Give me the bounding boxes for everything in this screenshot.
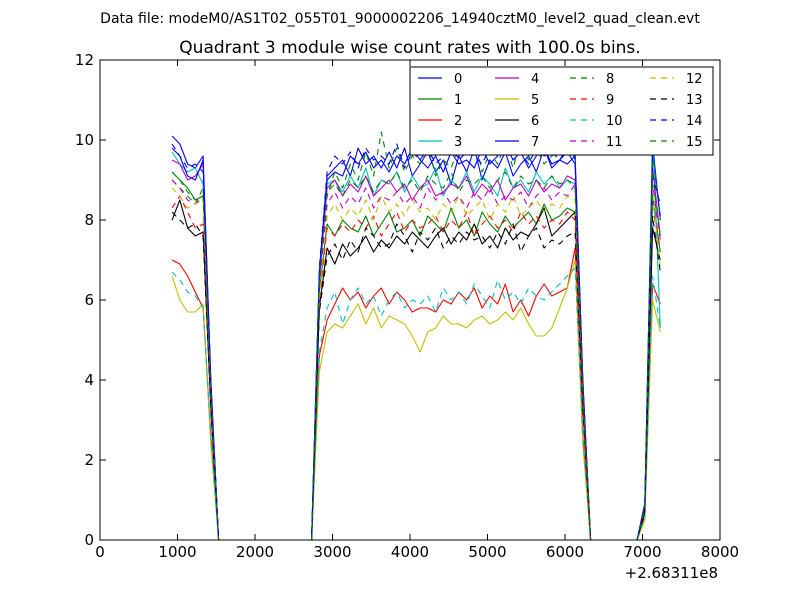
series-line-15 xyxy=(636,175,661,540)
series-line-1 xyxy=(311,203,592,540)
legend-label-3: 3 xyxy=(454,135,462,150)
y-tick-label: 4 xyxy=(84,371,94,389)
x-offset-label: +2.68311e8 xyxy=(625,564,718,582)
series-line-13 xyxy=(311,223,592,540)
legend-label-10: 10 xyxy=(606,114,623,129)
figure-suptitle: Data file: modeM0/AS1T02_055T01_90000022… xyxy=(100,11,700,27)
chart-title: Quadrant 3 module wise count rates with … xyxy=(179,38,640,58)
series-line-8 xyxy=(311,131,592,540)
series-line-7 xyxy=(311,143,592,540)
legend-label-9: 9 xyxy=(606,93,614,108)
legend-label-15: 15 xyxy=(686,135,703,150)
x-tick-label: 2000 xyxy=(236,543,274,561)
series-line-8 xyxy=(171,179,220,540)
series-line-4 xyxy=(171,159,220,540)
series-line-5 xyxy=(636,299,661,540)
legend-label-4: 4 xyxy=(531,72,539,87)
series-line-5 xyxy=(311,259,592,540)
x-tick-label: 0 xyxy=(95,543,105,561)
legend-label-2: 2 xyxy=(454,114,462,129)
series-line-4 xyxy=(311,175,592,540)
legend-frame xyxy=(409,66,714,156)
series-layer xyxy=(171,131,661,540)
series-line-2 xyxy=(311,247,592,540)
legend-label-6: 6 xyxy=(531,114,539,129)
series-line-6 xyxy=(171,199,220,540)
series-line-11 xyxy=(171,179,220,540)
series-line-10 xyxy=(171,271,220,540)
series-line-10 xyxy=(311,267,592,540)
series-line-3 xyxy=(311,167,592,540)
series-line-3 xyxy=(171,151,220,540)
series-line-7 xyxy=(636,143,661,540)
x-tick-label: 6000 xyxy=(546,543,584,561)
y-tick-label: 0 xyxy=(84,531,94,549)
legend-label-12: 12 xyxy=(686,72,703,87)
y-tick-label: 8 xyxy=(84,211,94,229)
series-line-11 xyxy=(311,183,592,540)
series-line-0 xyxy=(311,147,592,540)
legend-label-14: 14 xyxy=(686,114,703,129)
series-line-14 xyxy=(311,143,592,540)
y-tick-label: 10 xyxy=(75,131,94,149)
series-line-5 xyxy=(171,275,220,540)
series-line-14 xyxy=(171,143,220,540)
series-line-9 xyxy=(311,211,592,540)
x-tick-label: 1000 xyxy=(158,543,196,561)
x-axis: 0 1000 2000 3000 4000 5000 6000 7000 8000 xyxy=(95,60,739,561)
legend-label-5: 5 xyxy=(531,93,539,108)
legend-label-7: 7 xyxy=(531,135,539,150)
y-tick-label: 2 xyxy=(84,451,94,469)
series-line-7 xyxy=(171,147,220,540)
x-tick-label: 8000 xyxy=(701,543,739,561)
legend-label-13: 13 xyxy=(686,93,703,108)
x-tick-label: 5000 xyxy=(468,543,506,561)
y-tick-label: 12 xyxy=(75,51,94,69)
series-line-15 xyxy=(171,171,220,540)
x-tick-label: 7000 xyxy=(623,543,661,561)
series-line-9 xyxy=(171,195,220,540)
legend-label-1: 1 xyxy=(454,93,462,108)
series-line-13 xyxy=(171,211,220,540)
legend-label-11: 11 xyxy=(606,135,623,150)
series-line-6 xyxy=(311,207,592,540)
y-tick-label: 6 xyxy=(84,291,94,309)
x-tick-label: 3000 xyxy=(313,543,351,561)
legend-label-0: 0 xyxy=(454,72,462,87)
x-tick-label: 4000 xyxy=(391,543,429,561)
series-line-12 xyxy=(171,187,220,540)
series-line-12 xyxy=(311,195,592,540)
legend-label-8: 8 xyxy=(606,72,614,87)
